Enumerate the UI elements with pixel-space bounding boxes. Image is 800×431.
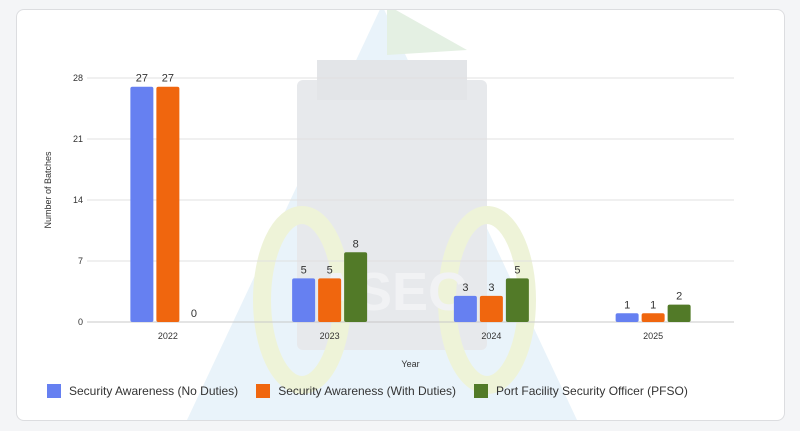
- data-label: 3: [462, 282, 468, 294]
- data-label: 27: [162, 73, 174, 85]
- legend-swatch: [474, 384, 489, 398]
- data-label: 5: [327, 264, 333, 276]
- data-label: 5: [301, 264, 307, 276]
- data-label: 1: [624, 299, 630, 311]
- legend: Security Awareness (No Duties) Security …: [47, 384, 706, 398]
- y-tick-label: 21: [73, 134, 83, 144]
- data-label: 27: [136, 73, 148, 85]
- x-axis-ticks: 2022 2023 2024 2025: [158, 331, 663, 341]
- data-labels: 27 27 0 5 5 8 3 3 5 1 1 2: [136, 73, 682, 320]
- x-tick-label: 2023: [320, 331, 340, 341]
- legend-item-pfso[interactable]: Port Facility Security Officer (PFSO): [474, 384, 688, 398]
- watermark-text: ASEC: [317, 262, 467, 322]
- legend-label: Security Awareness (No Duties): [69, 384, 239, 398]
- y-axis-ticks: 0 7 14 21 28: [73, 73, 83, 327]
- bar: [615, 313, 639, 322]
- data-label: 8: [353, 238, 359, 250]
- x-axis-title: Year: [401, 359, 419, 369]
- y-axis-title: Number of Batches: [43, 151, 53, 229]
- data-label: 5: [514, 264, 520, 276]
- bar: [292, 278, 316, 322]
- x-tick-label: 2025: [643, 331, 663, 341]
- bar: [667, 304, 691, 322]
- data-label: 2: [676, 291, 682, 303]
- y-tick-label: 14: [73, 195, 83, 205]
- bar: [479, 295, 503, 322]
- legend-item-no-duties[interactable]: Security Awareness (No Duties): [47, 384, 238, 398]
- bar: [318, 278, 342, 322]
- y-tick-label: 0: [78, 317, 83, 327]
- legend-swatch: [47, 384, 61, 398]
- x-tick-label: 2024: [481, 331, 501, 341]
- x-tick-label: 2022: [158, 331, 178, 341]
- chart-card: ASEC 0 7 14 21 28 27 27 0 5 5 8 3 3 5 1 1 2 2022 2023 202…: [16, 9, 785, 421]
- y-tick-label: 28: [73, 73, 83, 83]
- bar: [130, 86, 154, 322]
- data-label: 0: [191, 308, 197, 320]
- bars: [130, 86, 691, 322]
- legend-label: Port Facility Security Officer (PFSO): [496, 384, 688, 398]
- legend-swatch: [256, 384, 271, 398]
- data-label: 1: [650, 299, 656, 311]
- bar: [641, 313, 665, 322]
- gridlines: [87, 77, 734, 323]
- legend-item-with-duties[interactable]: Security Awareness (With Duties): [256, 384, 456, 398]
- bar: [505, 278, 529, 322]
- bar-chart: 0 7 14 21 28 27 27 0 5 5 8 3 3 5 1 1 2 2022 2023 2024 2025…: [43, 73, 734, 369]
- bar: [156, 86, 180, 322]
- bar: [344, 252, 368, 322]
- y-tick-label: 7: [78, 256, 83, 266]
- legend-label: Security Awareness (With Duties): [278, 384, 457, 398]
- data-label: 3: [488, 282, 494, 294]
- bar: [453, 295, 477, 322]
